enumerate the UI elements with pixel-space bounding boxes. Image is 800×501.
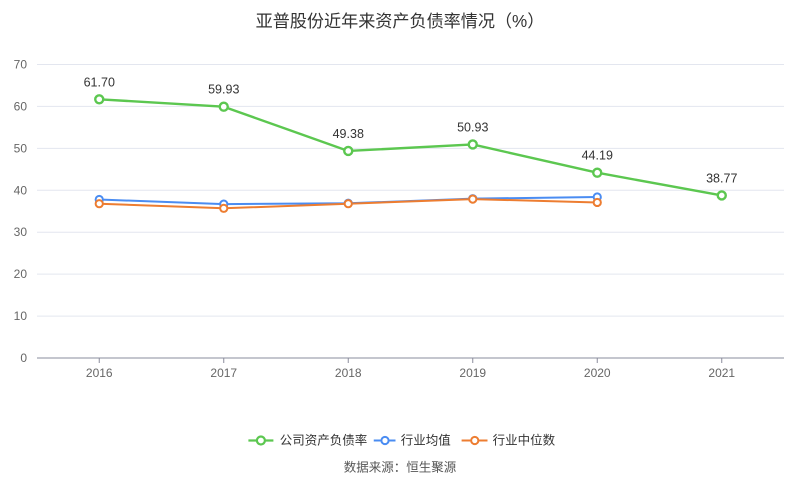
svg-text:60: 60 [14, 99, 28, 113]
svg-text:2017: 2017 [210, 366, 237, 380]
svg-text:50: 50 [14, 141, 28, 155]
svg-text:61.70: 61.70 [84, 75, 115, 89]
svg-text:40: 40 [14, 183, 28, 197]
svg-text:公司资产负债率: 公司资产负债率 [280, 433, 368, 448]
svg-text:行业均值: 行业均值 [401, 433, 451, 448]
svg-text:44.19: 44.19 [582, 149, 613, 163]
svg-text:20: 20 [14, 267, 28, 281]
svg-text:2016: 2016 [86, 366, 113, 380]
svg-text:59.93: 59.93 [208, 83, 239, 97]
svg-text:30: 30 [14, 225, 28, 239]
svg-text:0: 0 [20, 351, 27, 365]
svg-text:50.93: 50.93 [457, 120, 488, 134]
svg-text:2018: 2018 [335, 366, 362, 380]
svg-text:2020: 2020 [584, 366, 611, 380]
svg-text:49.38: 49.38 [333, 127, 364, 141]
svg-text:10: 10 [14, 309, 28, 323]
svg-text:38.77: 38.77 [706, 171, 737, 185]
svg-text:行业中位数: 行业中位数 [493, 433, 556, 448]
svg-text:70: 70 [14, 58, 28, 72]
svg-text:数据来源：恒生聚源: 数据来源：恒生聚源 [344, 460, 457, 475]
svg-text:2021: 2021 [708, 366, 735, 380]
svg-text:2019: 2019 [459, 366, 486, 380]
